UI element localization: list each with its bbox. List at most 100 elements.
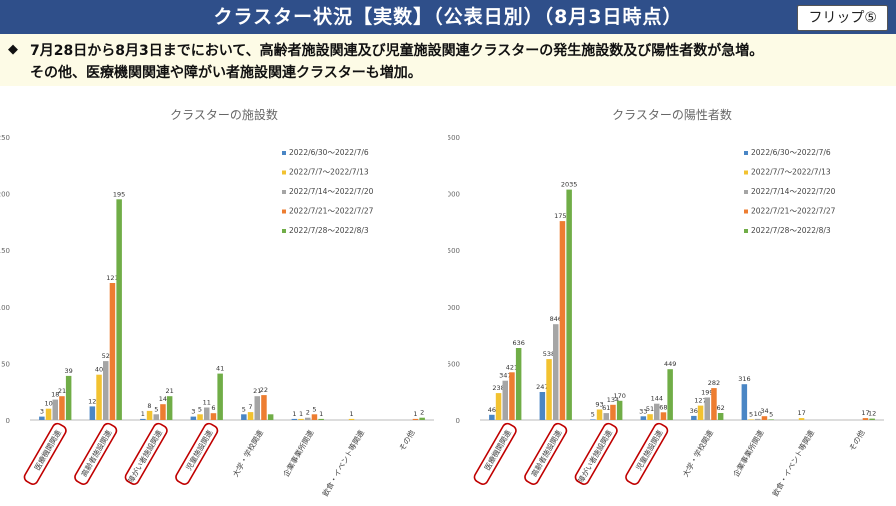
legend-swatch (744, 190, 748, 194)
legend-swatch (744, 209, 748, 214)
bar (489, 414, 495, 420)
bar (59, 396, 65, 420)
bar (217, 373, 223, 420)
data-label: 41 (216, 365, 224, 373)
bar (862, 418, 869, 420)
category-label: 障がい者施設関連 (125, 428, 164, 485)
category-label: 企業事業所関連 (281, 428, 316, 479)
data-label: 421 (506, 363, 518, 371)
bar (166, 396, 173, 420)
bar (654, 403, 660, 420)
category-tick: 障がい者施設関連 (124, 422, 168, 485)
category-tick: 飲食・イベント等関連 (770, 428, 816, 498)
legend-swatch (744, 229, 748, 233)
category-tick: 医療機関関連 (473, 422, 517, 485)
data-label: 121 (106, 274, 118, 282)
category-tick: 大学・学校関連 (680, 428, 715, 479)
bar (546, 359, 552, 420)
legend-label: 2022/7/7～2022/7/13 (751, 168, 831, 177)
highlight-frame (74, 422, 118, 485)
legend-label: 2022/7/7～2022/7/13 (289, 168, 369, 177)
category-tick: 医療機関関連 (23, 422, 67, 485)
bar (254, 396, 260, 420)
bar (704, 397, 710, 420)
legend-label: 2022/7/21～2022/7/27 (289, 207, 374, 216)
data-label: 3 (191, 408, 195, 416)
bar (610, 404, 616, 420)
data-label: 282 (708, 379, 720, 387)
data-label: 1 (319, 410, 323, 418)
legend-label: 2022/6/30～2022/7/6 (751, 148, 831, 157)
data-label: 21 (58, 387, 66, 395)
category-label: 飲食・イベント等関連 (770, 428, 816, 498)
page-title: クラスター状況【実数】（公表日別）（8月3日時点） (213, 6, 683, 28)
legend-label: 2022/7/14～2022/7/20 (751, 187, 836, 196)
summary-box: ◆ 7月28日から8月3日までにおいて、高齢者施設関連及び児童施設関連クラスター… (0, 34, 896, 86)
data-label: 538 (543, 350, 555, 358)
data-label: 21 (253, 387, 261, 395)
data-label: 3 (40, 408, 44, 416)
y-tick-label: 50 (1, 360, 10, 368)
data-label: 22 (260, 386, 268, 394)
data-label: 449 (664, 360, 676, 368)
bar (412, 418, 419, 420)
category-tick: 児童施設関連 (625, 422, 669, 485)
bar (190, 416, 197, 420)
data-label: 247 (536, 383, 548, 391)
bullet-diamond-icon: ◆ (8, 42, 18, 57)
bar (566, 189, 572, 420)
category-tick: 大学・学校関連 (230, 428, 265, 479)
summary-line-2: その他、医療機関関連や障がい者施設関連クラスターも増加。 (30, 65, 422, 81)
y-tick-label: 2000 (448, 191, 460, 199)
title-bar (0, 0, 896, 34)
y-tick-label: 200 (0, 191, 10, 199)
y-tick-label: 0 (456, 417, 460, 425)
bar (539, 392, 546, 420)
y-tick-label: 250 (0, 134, 10, 142)
bar (647, 414, 653, 420)
chart-title: クラスターの施設数 (170, 107, 278, 122)
bar (291, 418, 298, 420)
data-label: 347 (499, 372, 511, 380)
data-label: 36 (690, 407, 698, 415)
highlight-frame (574, 422, 618, 485)
data-label: 12 (88, 397, 96, 405)
highlight-frame (524, 422, 568, 485)
bar (616, 400, 623, 420)
bar (261, 395, 267, 420)
bar (717, 413, 724, 420)
bar (39, 416, 45, 420)
data-label: 316 (738, 375, 750, 383)
bar (667, 369, 673, 420)
legend-label: 2022/6/30～2022/7/6 (289, 148, 369, 157)
data-label: 1 (350, 410, 354, 418)
bar (348, 418, 355, 420)
data-label: 12 (868, 410, 876, 418)
data-label: 61 (602, 404, 610, 412)
bar (768, 419, 774, 420)
bar (153, 414, 159, 420)
bar (96, 374, 102, 420)
data-label: 1 (299, 410, 303, 418)
bar (210, 413, 217, 420)
category-tick: その他 (397, 428, 417, 453)
legend-swatch (282, 151, 286, 155)
bar (109, 283, 116, 420)
data-label: 52 (102, 352, 110, 360)
bar (197, 414, 203, 420)
bar (640, 416, 647, 420)
data-label: 18 (51, 391, 59, 399)
category-label: 大学・学校関連 (230, 428, 265, 479)
category-tick: 高齢者施設関連 (74, 422, 118, 485)
data-label: 34 (760, 407, 768, 415)
chart-title: クラスターの陽性者数 (612, 107, 732, 122)
legend-swatch (744, 170, 748, 175)
category-label: 企業事業所関連 (731, 428, 766, 479)
bar (590, 419, 596, 420)
bar (755, 418, 761, 420)
bar (761, 416, 768, 420)
bar (89, 406, 96, 420)
bar (247, 412, 254, 420)
category-label: 高齢者施設関連 (529, 428, 564, 479)
data-label: 40 (95, 366, 103, 374)
